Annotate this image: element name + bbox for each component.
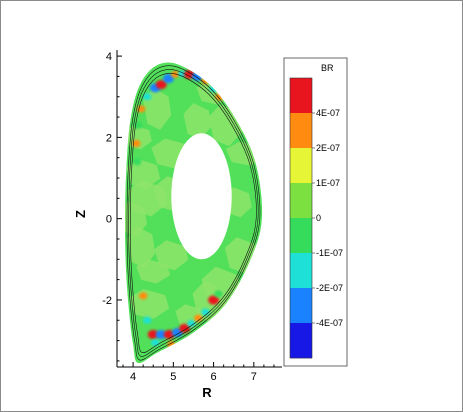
legend-color-bands xyxy=(289,77,313,359)
legend-band xyxy=(290,183,312,219)
y-ticks: 4 2 0 -2 xyxy=(102,51,122,362)
contour-cell xyxy=(126,158,161,189)
legend-label: -2E-07 xyxy=(316,283,343,293)
y-tick-label: -2 xyxy=(102,295,112,307)
legend-title: BR xyxy=(321,63,334,73)
br-blob xyxy=(179,323,191,333)
legend-band xyxy=(290,218,312,254)
x-tick-label: 4 xyxy=(130,371,136,383)
br-blob xyxy=(163,73,175,84)
br-blob xyxy=(138,292,148,300)
x-ticks: 4 5 6 7 xyxy=(122,362,275,383)
y-tick-label: 2 xyxy=(106,132,112,144)
contour-cell xyxy=(125,200,148,237)
legend-band xyxy=(290,78,312,114)
x-tick-label: 6 xyxy=(211,371,217,383)
x-axis-label: R xyxy=(202,385,212,400)
legend-band xyxy=(290,288,312,324)
br-blob xyxy=(171,70,180,78)
br-blob xyxy=(151,339,160,347)
legend-label: 1E-07 xyxy=(316,178,340,188)
legend-band xyxy=(290,148,312,184)
br-blob xyxy=(187,319,196,328)
legend-label: 4E-07 xyxy=(316,108,340,118)
br-blob xyxy=(191,71,203,82)
legend: BR 4E-07 2E-07 1E-07 0 -1E-07 -2E-07 -4E-07 xyxy=(283,57,348,367)
legend-band xyxy=(290,113,312,149)
y-tick-label: 0 xyxy=(106,214,112,226)
contour-cell xyxy=(154,240,189,271)
br-blob xyxy=(132,158,142,166)
br-blob xyxy=(201,308,210,316)
y-tick-label: 4 xyxy=(106,51,112,63)
br-blob xyxy=(155,329,167,340)
flux-surface-line xyxy=(130,72,257,353)
legend-label: -4E-07 xyxy=(316,318,343,328)
br-blob xyxy=(155,79,167,90)
x-tick-label: 7 xyxy=(251,371,257,383)
legend-label: 2E-07 xyxy=(316,143,340,153)
contour-cell xyxy=(183,103,212,140)
flux-surface-line xyxy=(126,65,261,361)
legend-band xyxy=(290,253,312,289)
legend-band xyxy=(290,323,312,359)
x-tick-label: 5 xyxy=(170,371,176,383)
contour-cell xyxy=(127,226,156,269)
br-blob xyxy=(142,93,152,101)
br-blob xyxy=(132,139,141,148)
br-blob xyxy=(194,314,203,322)
br-blob xyxy=(214,290,223,298)
br-blob xyxy=(147,329,159,340)
central-hole xyxy=(171,133,232,260)
legend-labels: 4E-07 2E-07 1E-07 0 -1E-07 -2E-07 -4E-07 xyxy=(312,108,343,328)
br-blob xyxy=(142,316,152,324)
br-blob xyxy=(208,295,220,305)
legend-label: -1E-07 xyxy=(316,248,343,258)
y-axis-label: Z xyxy=(73,210,88,218)
flux-surfaces xyxy=(126,65,261,361)
legend-label: 0 xyxy=(316,213,321,223)
flux-surface-line xyxy=(128,69,259,357)
br-blob xyxy=(201,76,210,85)
